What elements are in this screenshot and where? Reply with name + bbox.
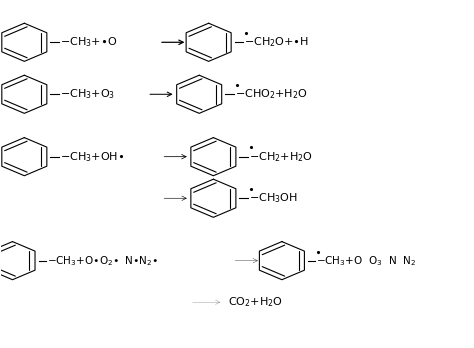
Text: $-$CH$_2$+H$_2$O: $-$CH$_2$+H$_2$O	[249, 150, 313, 164]
Text: $-$CH$_3$+$\bullet$O: $-$CH$_3$+$\bullet$O	[60, 35, 117, 49]
Text: $-$CH$_2$O+$\bullet$H: $-$CH$_2$O+$\bullet$H	[244, 35, 309, 49]
Text: $-$CH$_3$+O$_3$: $-$CH$_3$+O$_3$	[60, 87, 115, 101]
Text: CO$_2$+H$_2$O: CO$_2$+H$_2$O	[228, 295, 283, 309]
Text: $-$CH$_3$+O  O$_3$  N  N$_2$: $-$CH$_3$+O O$_3$ N N$_2$	[316, 254, 416, 268]
Text: $-$CH$_3$+O$\bullet$O$_2\!\bullet$ N$\bullet$N$_2\!\bullet$: $-$CH$_3$+O$\bullet$O$_2\!\bullet$ N$\bu…	[46, 254, 158, 268]
Text: $-$CH$_3$+OH$\bullet$: $-$CH$_3$+OH$\bullet$	[60, 150, 124, 164]
Text: $-$CHO$_2$+H$_2$O: $-$CHO$_2$+H$_2$O	[235, 87, 307, 101]
Text: $-$CH$_3$OH: $-$CH$_3$OH	[249, 191, 298, 205]
